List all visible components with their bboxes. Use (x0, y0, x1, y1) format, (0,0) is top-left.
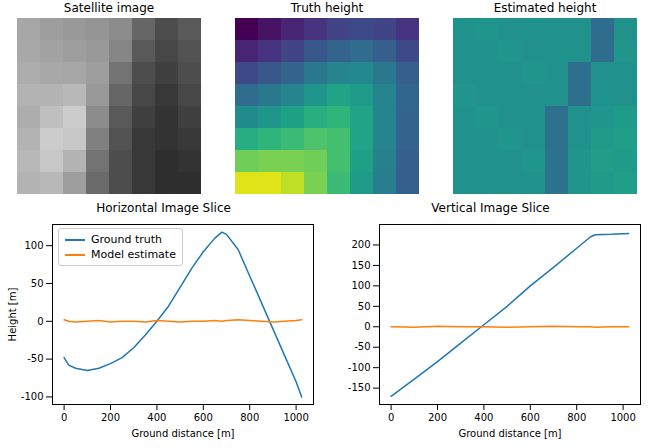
svg-text:800: 800 (567, 412, 586, 423)
svg-text:0: 0 (388, 412, 394, 423)
svg-text:1000: 1000 (610, 412, 635, 423)
svg-text:400: 400 (147, 412, 166, 423)
html-text:Model estimate: Model estimate (91, 248, 176, 261)
svg-text:-100: -100 (21, 391, 44, 402)
svg-text:-50: -50 (354, 341, 370, 352)
svg-text:800: 800 (240, 412, 259, 423)
svg-text:600: 600 (521, 412, 540, 423)
svg-text:Ground distance [m]: Ground distance [m] (131, 428, 234, 439)
html-text:Satellite image: Satellite image (63, 1, 155, 15)
svg-text:Height [m]: Height [m] (7, 288, 18, 342)
html-text:Horizontal Image Slice: Horizontal Image Slice (96, 201, 231, 215)
svg-text:50: 50 (31, 278, 44, 289)
svg-text:100: 100 (351, 280, 370, 291)
svg-text:0: 0 (61, 412, 67, 423)
svg-text:-100: -100 (348, 362, 371, 373)
svg-text:200: 200 (428, 412, 447, 423)
svg-text:Ground distance [m]: Ground distance [m] (458, 428, 561, 439)
svg-text:400: 400 (474, 412, 493, 423)
html-text:Estimated height: Estimated height (493, 1, 597, 15)
svg-text:1000: 1000 (283, 412, 308, 423)
svg-text:100: 100 (24, 240, 43, 251)
html-text:Ground truth: Ground truth (91, 233, 163, 246)
svg-text:0: 0 (364, 321, 370, 332)
svg-text:-50: -50 (27, 353, 43, 364)
svg-text:600: 600 (194, 412, 213, 423)
svg-text:-150: -150 (348, 382, 371, 393)
svg-text:200: 200 (351, 239, 370, 250)
html-text:Truth height: Truth height (290, 1, 364, 15)
svg-text:50: 50 (358, 301, 371, 312)
svg-text:150: 150 (351, 260, 370, 271)
svg-text:0: 0 (37, 316, 43, 327)
html-text:Vertical Image Slice: Vertical Image Slice (431, 201, 550, 215)
svg-text:200: 200 (101, 412, 120, 423)
